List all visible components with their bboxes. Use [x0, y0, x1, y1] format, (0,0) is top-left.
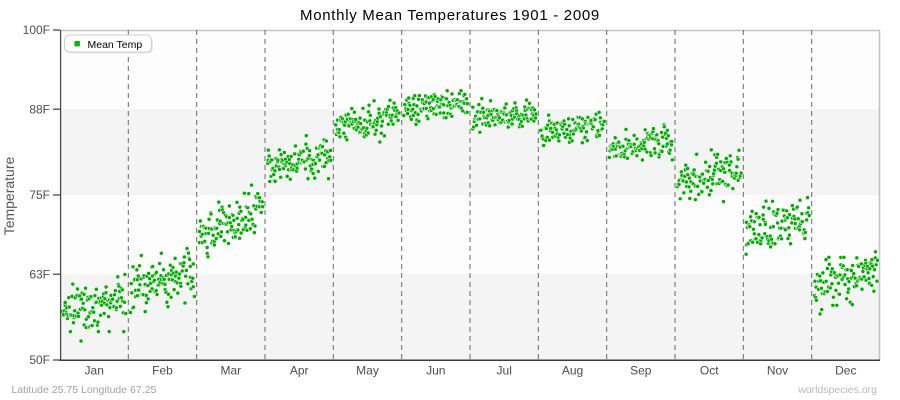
svg-text:worldspecies.org: worldspecies.org [797, 384, 877, 396]
svg-text:Jun: Jun [426, 364, 445, 378]
svg-text:Mar: Mar [220, 364, 241, 378]
svg-text:63F: 63F [29, 267, 50, 281]
svg-text:100F: 100F [23, 23, 50, 37]
svg-text:Jul: Jul [497, 364, 512, 378]
svg-text:Sep: Sep [630, 364, 652, 378]
svg-text:Jan: Jan [85, 364, 104, 378]
svg-text:Nov: Nov [767, 364, 788, 378]
svg-text:Aug: Aug [562, 364, 583, 378]
svg-text:50F: 50F [29, 353, 50, 367]
svg-text:Latitude 25.75 Longitude 67.25: Latitude 25.75 Longitude 67.25 [12, 384, 157, 396]
svg-text:Monthly Mean Temperatures 1901: Monthly Mean Temperatures 1901 - 2009 [300, 7, 600, 24]
svg-text:Dec: Dec [835, 364, 856, 378]
svg-text:Temperature: Temperature [1, 156, 17, 235]
svg-text:Feb: Feb [152, 364, 173, 378]
svg-text:May: May [356, 364, 379, 378]
svg-text:88F: 88F [29, 102, 50, 116]
svg-text:Oct: Oct [700, 364, 719, 378]
svg-text:Mean Temp: Mean Temp [88, 39, 143, 51]
svg-text:75F: 75F [29, 188, 50, 202]
svg-text:Apr: Apr [290, 364, 309, 378]
